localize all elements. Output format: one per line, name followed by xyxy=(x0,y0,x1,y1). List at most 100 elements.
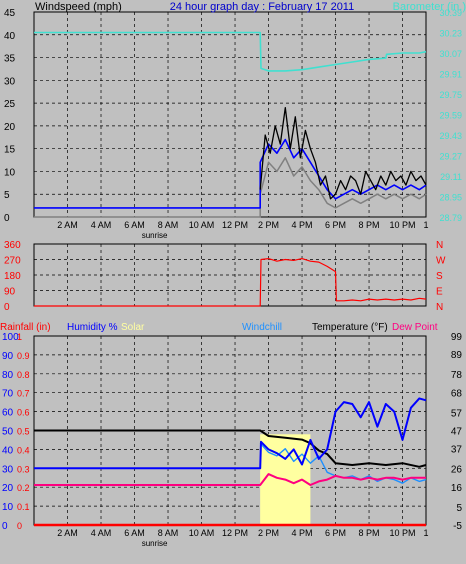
temperature-line xyxy=(34,429,427,468)
time-tick-label: 8 AM xyxy=(158,220,179,230)
humidity-tick-label: 100 xyxy=(2,332,19,343)
barometer-tick-label: 29.59 xyxy=(439,111,462,121)
rain-tick-label: 0.3 xyxy=(17,464,30,474)
barometer-tick-label: 29.75 xyxy=(439,90,462,100)
rain-tick-label: 0 xyxy=(17,521,22,531)
barometer-tick-label: 29.11 xyxy=(440,172,462,182)
barometer-tick-label: 30.07 xyxy=(439,49,462,59)
rain-tick-label: 0.9 xyxy=(17,351,30,361)
rain-tick-label: 0.1 xyxy=(17,502,30,512)
time-tick-label: 10 PM xyxy=(390,528,416,538)
rain-tick-label: 0.5 xyxy=(17,427,30,437)
humidity-tick-label: 10 xyxy=(2,502,14,513)
temperature-tick-label: -5 xyxy=(453,521,462,532)
barometer-tick-label: 29.27 xyxy=(439,152,462,162)
dewpoint-line xyxy=(34,473,426,486)
humidity-tick-label: 30 xyxy=(2,464,14,475)
time-tick-label: 6 PM xyxy=(325,528,346,538)
time-tick-label: 1 xyxy=(423,220,428,230)
direction-compass-label: S xyxy=(436,271,443,282)
humidity-tick-label: 90 xyxy=(2,351,14,362)
dewpoint-label: Dew Point xyxy=(392,322,438,333)
temperature-tick-label: 5 xyxy=(456,503,462,514)
humidity-tick-label: 20 xyxy=(2,483,14,494)
time-tick-label: 8 AM xyxy=(158,528,179,538)
time-tick-label: 2 AM xyxy=(57,220,78,230)
time-tick-label: 6 PM xyxy=(325,220,346,230)
time-tick-label: 12 PM xyxy=(222,528,248,538)
temperature-tick-label: 16 xyxy=(451,483,463,494)
gust-line xyxy=(34,138,427,209)
humidity-tick-label: 70 xyxy=(2,389,14,400)
rain-tick-label: 0.4 xyxy=(17,445,30,455)
time-tick-label: 6 AM xyxy=(124,220,145,230)
direction-compass-label: E xyxy=(436,287,443,298)
barometer-tick-label: 28.79 xyxy=(439,213,462,223)
rain-tick-label: 0.7 xyxy=(17,389,30,399)
time-tick-label: 4 AM xyxy=(91,528,112,538)
temperature-tick-label: 78 xyxy=(451,370,463,381)
time-tick-label: 4 PM xyxy=(292,528,313,538)
sunrise-label: sunrise xyxy=(142,539,168,548)
time-tick-label: 12 PM xyxy=(222,220,248,230)
time-tick-label: 2 PM xyxy=(258,220,279,230)
rainfall-label: Rainfall (in) xyxy=(0,322,51,333)
humidity-tick-label: 60 xyxy=(2,408,14,419)
time-tick-label: 8 PM xyxy=(359,528,380,538)
windspeed-line xyxy=(259,107,427,200)
time-tick-label: 10 AM xyxy=(189,220,215,230)
direction-tick-label: 180 xyxy=(4,271,21,282)
time-tick-label: 4 PM xyxy=(292,220,313,230)
direction-compass-label: W xyxy=(436,256,446,267)
direction-panel xyxy=(33,243,427,307)
temperature-tick-label: 47 xyxy=(451,427,463,438)
humidity-tick-label: 40 xyxy=(2,445,14,456)
temperature-tick-label: 99 xyxy=(451,332,463,343)
temperature-label: Temperature (°F) xyxy=(312,322,388,333)
temperature-tick-label: 68 xyxy=(451,388,463,399)
rain-tick-label: 1 xyxy=(17,332,22,342)
direction-compass-label: N xyxy=(436,240,443,251)
wind-tick-label: 35 xyxy=(4,54,16,65)
barometer-tick-label: 30.39 xyxy=(439,8,462,18)
direction-tick-label: 270 xyxy=(4,256,21,267)
temperature-tick-label: 26 xyxy=(451,465,463,476)
time-tick-label: 6 AM xyxy=(124,528,145,538)
barometer-line xyxy=(34,31,427,72)
solar-label: Solar xyxy=(121,322,145,333)
wind-tick-label: 5 xyxy=(4,190,10,201)
barometer-tick-label: 29.43 xyxy=(439,131,462,141)
windspeed-axis-title: Windspeed (mph) xyxy=(35,1,122,13)
time-tick-label: 2 PM xyxy=(258,528,279,538)
barometer-tick-label: 30.23 xyxy=(439,29,462,39)
rain-tick-label: 0.8 xyxy=(17,370,30,380)
time-tick-label: 1 xyxy=(423,528,428,538)
temperature-tick-label: 89 xyxy=(451,350,463,361)
wind-tick-label: 15 xyxy=(4,145,16,156)
humidity-tick-label: 50 xyxy=(2,427,14,438)
wind-tick-label: 30 xyxy=(4,76,16,87)
time-tick-label: 4 AM xyxy=(91,220,112,230)
time-tick-label: 10 PM xyxy=(390,220,416,230)
time-tick-label: 10 AM xyxy=(189,528,215,538)
direction-tick-label: 360 xyxy=(4,240,21,251)
windchill-label: Windchill xyxy=(242,322,282,333)
wind-tick-label: 0 xyxy=(4,213,10,224)
temperature-tick-label: 57 xyxy=(451,408,463,419)
time-tick-label: 8 PM xyxy=(359,220,380,230)
direction-line xyxy=(34,258,427,307)
humidity-tick-label: 80 xyxy=(2,370,14,381)
wind-tick-label: 10 xyxy=(4,167,16,178)
wind-tick-label: 45 xyxy=(4,8,16,19)
barometer-tick-label: 28.95 xyxy=(439,193,462,203)
wind-tick-label: 40 xyxy=(4,31,16,42)
direction-tick-label: 90 xyxy=(4,287,16,298)
barometer-axis-title: Barometer (in.) xyxy=(393,1,466,13)
wind-average-line xyxy=(34,157,427,218)
wind-panel xyxy=(33,11,427,218)
wind-tick-label: 20 xyxy=(4,122,16,133)
time-tick-label: 2 AM xyxy=(57,528,78,538)
barometer-tick-label: 29.91 xyxy=(439,70,462,80)
humidity-tick-label: 0 xyxy=(2,521,8,532)
